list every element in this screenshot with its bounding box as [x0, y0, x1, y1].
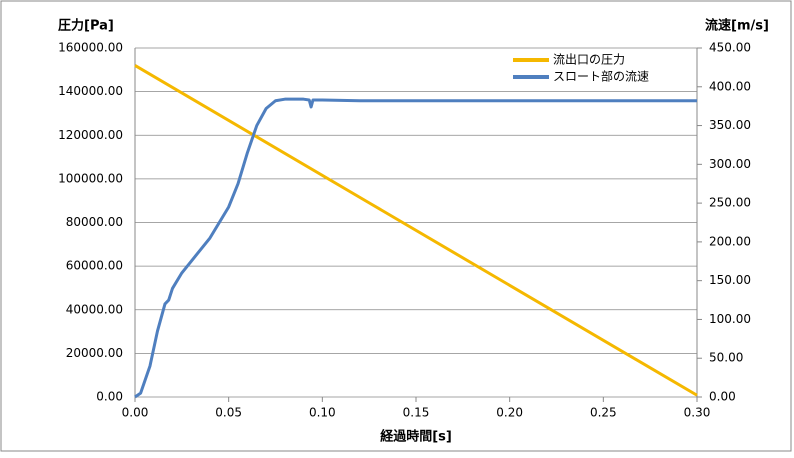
x-tick-label: 0.25: [590, 406, 617, 420]
legend-label: 流出口の圧力: [553, 53, 625, 67]
y2-tick-label: 350.00: [709, 118, 751, 132]
x-tick-label: 0.00: [122, 406, 149, 420]
legend-label: スロート部の流速: [553, 69, 649, 84]
y2-axis-title: 流速[m/s]: [705, 18, 769, 34]
y-tick-label: 80000.00: [66, 215, 123, 229]
y2-tick-label: 150.00: [709, 273, 751, 287]
y-tick-label: 160000.00: [58, 41, 123, 55]
y-tick-label: 100000.00: [58, 171, 123, 185]
x-tick-label: 0.20: [496, 406, 523, 420]
y-axis-title: 圧力[Pa]: [58, 18, 114, 34]
x-axis-title: 経過時間[s]: [380, 429, 452, 445]
y2-tick-label: 250.00: [709, 196, 751, 210]
y2-tick-label: 50.00: [709, 351, 743, 365]
series-line: [134, 64, 698, 397]
y2-tick-label: 200.00: [709, 234, 751, 248]
y-tick-label: 40000.00: [66, 302, 123, 316]
x-tick-label: 0.15: [403, 406, 430, 420]
x-tick-label: 0.10: [309, 406, 336, 420]
y2-tick-label: 100.00: [709, 312, 751, 326]
y-tick-label: 140000.00: [58, 84, 123, 98]
y-tick-label: 20000.00: [66, 346, 123, 360]
y2-tick-label: 300.00: [709, 157, 751, 171]
y2-tick-label: 0.00: [709, 390, 736, 404]
y-tick-label: 0.00: [96, 390, 123, 404]
series-line: [134, 97, 697, 399]
y2-tick-label: 400.00: [709, 79, 751, 93]
x-tick-label: 0.30: [684, 406, 711, 420]
y2-tick-label: 450.00: [709, 41, 751, 55]
y-tick-label: 60000.00: [66, 259, 123, 273]
y-tick-label: 120000.00: [58, 128, 123, 142]
x-tick-label: 0.05: [215, 406, 242, 420]
